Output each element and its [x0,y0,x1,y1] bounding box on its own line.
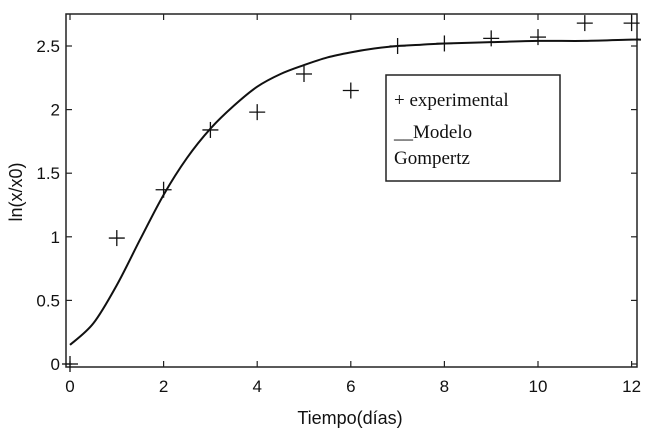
y-tick-label: 1 [51,228,60,247]
legend-entry-experimental: + experimental [394,90,509,111]
x-tick-label: 10 [529,377,548,396]
experimental-point [108,230,125,247]
experimental-point [202,121,219,138]
y-tick-label: 0 [51,355,60,374]
x-tick-label: 12 [622,377,641,396]
experimental-point [623,15,640,32]
experimental-point [342,82,359,99]
experimental-point [389,38,406,54]
experimental-point [155,181,172,198]
legend-entry-modelo: __Modelo [393,122,472,143]
y-tick-label: 2.5 [36,37,60,56]
experimental-point [296,65,312,82]
plot-frame [65,13,638,368]
experimental-point [249,104,266,121]
experimental-point [62,356,78,372]
experimental-point [436,35,453,52]
experimental-point [576,15,593,32]
experimental-point [483,30,500,47]
legend-entry-gompertz: Gompertz [394,148,470,169]
y-tick-label: 1.5 [36,164,60,183]
experimental-point [530,29,546,46]
x-tick-label: 0 [65,377,74,396]
x-tick-label: 4 [252,377,261,396]
y-tick-label: 0.5 [36,291,60,310]
gompertz-model-line [69,38,641,346]
y-axis-title: ln(x/x0) [6,162,26,221]
x-tick-label: 6 [346,377,355,396]
x-tick-label: 2 [159,377,168,396]
y-tick-label: 2 [51,101,60,120]
legend-box [385,74,561,182]
data-series [62,15,641,372]
x-tick-label: 8 [440,377,449,396]
x-axis-title: Tiempo(días) [297,408,402,428]
axis-ticks: 0 2 4 6 8 10 12 0 0.5 1 1.5 2 2.5 [36,14,641,396]
legend: + experimental __Modelo Gompertz [385,74,561,182]
